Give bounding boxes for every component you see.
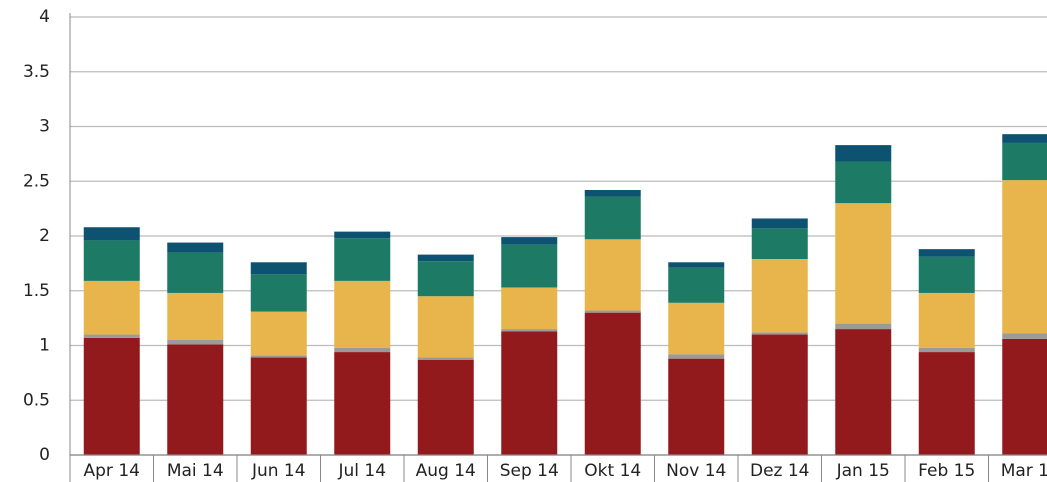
y-tick-label: 2.5 [23, 171, 50, 191]
bar-segment [584, 312, 641, 455]
y-tick-label: 1 [39, 336, 50, 356]
bar-segment [668, 267, 725, 303]
bar-segment [83, 240, 140, 281]
bar-segment [167, 340, 224, 345]
y-tick-label: 4 [39, 7, 50, 27]
bar-segment [668, 358, 725, 455]
y-tick-label: 0.5 [23, 390, 50, 410]
bar-segment [918, 249, 975, 257]
bar-segment [1002, 333, 1047, 339]
bar-segment [584, 239, 641, 311]
bar-segment [918, 292, 975, 348]
bar-segment [501, 287, 558, 330]
bar-segment [835, 203, 892, 324]
bar-segment [250, 274, 307, 312]
bar-segment [918, 256, 975, 293]
bar-segment [334, 238, 391, 281]
bar-segment [668, 302, 725, 355]
x-tick-label: Jan 15 [836, 461, 890, 481]
bar-segment [751, 218, 808, 229]
bar-segment [334, 280, 391, 348]
x-tick-label: Jun 14 [251, 461, 306, 481]
bar-segment [1002, 180, 1047, 334]
bar-segment [751, 332, 808, 335]
bar-segment [918, 352, 975, 455]
bar-segment [1002, 338, 1047, 455]
bar-segment [584, 310, 641, 313]
x-tick-label: Sep 14 [500, 461, 559, 481]
bar-segment [167, 344, 224, 455]
bar-segment [751, 228, 808, 259]
bar-segment [918, 347, 975, 353]
bar-segment [250, 357, 307, 455]
x-tick-label: Mar 15 [1001, 461, 1047, 481]
bar-segment [83, 334, 140, 338]
bar-segment [334, 347, 391, 353]
bar-segment [417, 296, 474, 358]
bar-segment [334, 352, 391, 455]
x-tick-label: Feb 15 [918, 461, 975, 481]
bar-segment [835, 329, 892, 455]
bar-segment [584, 190, 641, 197]
x-tick-label: Aug 14 [416, 461, 476, 481]
y-tick-label: 0 [39, 445, 50, 465]
bar-segment [501, 244, 558, 288]
y-tick-label: 3.5 [23, 62, 50, 82]
bar-segment [417, 357, 474, 360]
bar-segment [501, 237, 558, 245]
bar-segment [250, 311, 307, 356]
bar-segment [417, 261, 474, 297]
bar-segment [250, 262, 307, 275]
x-tick-label: Apr 14 [84, 461, 140, 481]
bar-segment [167, 252, 224, 293]
bar-segment [501, 331, 558, 455]
bar-segment [417, 359, 474, 455]
y-tick-label: 2 [39, 226, 50, 246]
bar-segment [835, 145, 892, 162]
bar-segment [250, 355, 307, 358]
bar-segment [668, 354, 725, 359]
x-tick-label: Jul 14 [337, 461, 386, 481]
bar-segment [83, 227, 140, 241]
bar-segment [83, 337, 140, 455]
bar-segment [417, 254, 474, 262]
bar-segment [167, 292, 224, 341]
x-tick-label: Mai 14 [167, 461, 224, 481]
x-tick-label: Dez 14 [750, 461, 810, 481]
bar-segment [334, 231, 391, 239]
bar-segment [751, 334, 808, 455]
bar-segment [1002, 134, 1047, 143]
x-tick-label: Okt 14 [584, 461, 641, 481]
y-tick-label: 3 [39, 117, 50, 137]
bar-segment [501, 329, 558, 332]
bar-segment [668, 262, 725, 268]
bar-segment [835, 323, 892, 330]
bar-segment [167, 242, 224, 253]
bar-segment [835, 161, 892, 204]
bar-segment [751, 258, 808, 333]
x-tick-label: Nov 14 [666, 461, 726, 481]
bar-segment [584, 196, 641, 240]
y-tick-label: 1.5 [23, 281, 50, 301]
bar-segment [83, 280, 140, 335]
bar-segment [1002, 142, 1047, 181]
